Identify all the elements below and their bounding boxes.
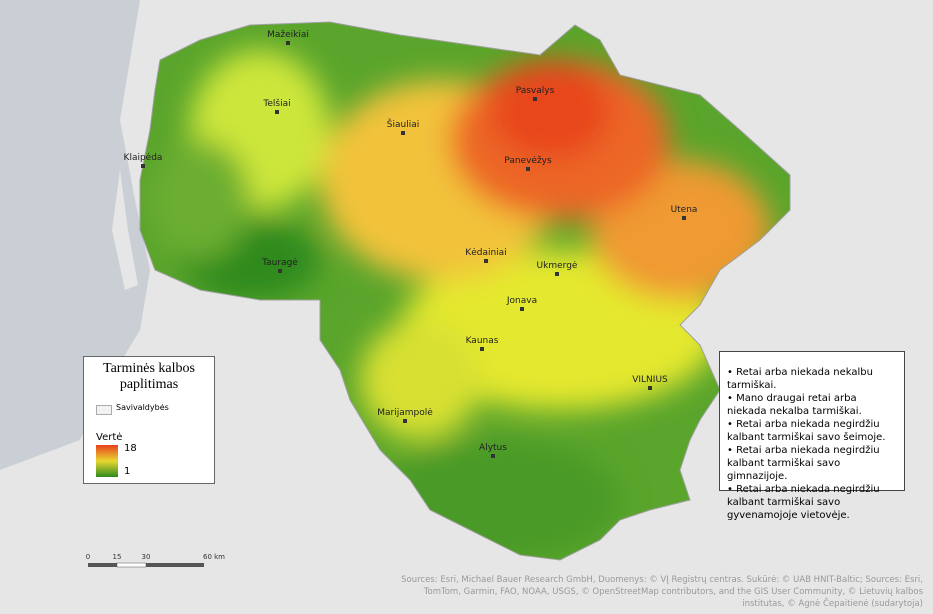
note: • Mano draugai retai arba niekada nekalb… <box>727 393 862 417</box>
city-dot <box>141 164 145 168</box>
city-dot <box>401 131 405 135</box>
city-label: Tauragė <box>261 258 298 268</box>
scale-label: 0 <box>86 553 90 561</box>
scale-label: 15 <box>113 553 122 561</box>
legend: Tarminės kalbos paplitimas Savivaldybės … <box>83 356 215 484</box>
city-label: Klaipėda <box>124 153 163 163</box>
scale-label: 30 <box>142 553 151 561</box>
city-label: VILNIUS <box>632 375 668 385</box>
boundary-swatch <box>96 405 112 415</box>
city-dot <box>403 419 407 423</box>
scale-label: 60 km <box>203 553 225 561</box>
city-label: Alytus <box>479 443 507 453</box>
city-dot <box>484 259 488 263</box>
note: • Retai arba niekada negirdžiu kalbant t… <box>727 419 886 443</box>
city-label: Pasvalys <box>516 86 555 96</box>
city-label: Kaunas <box>466 336 499 346</box>
value-ramp <box>96 445 118 477</box>
city-label: Jonava <box>506 296 537 306</box>
value-min: 1 <box>124 466 131 477</box>
city-dot <box>526 167 530 171</box>
value-title: Vertė <box>96 432 123 443</box>
city-label: Mažeikiai <box>267 30 309 40</box>
city-label: Telšiai <box>262 98 290 109</box>
spit <box>112 170 138 290</box>
city-dot <box>682 216 686 220</box>
cities: Mažeikiai Telšiai Šiauliai Pasvalys Panevėžy… <box>124 30 698 458</box>
legend-title: Tarminės kalbos paplitimas <box>103 361 195 392</box>
boundary-label: Savivaldybės <box>116 403 169 412</box>
sea <box>0 0 150 470</box>
city-dot <box>533 97 537 101</box>
city-dot <box>520 307 524 311</box>
city-label: Šiauliai <box>387 118 419 130</box>
city-dot <box>275 110 279 114</box>
scale-bar: 0 15 30 60 km <box>86 553 225 568</box>
value-max: 18 <box>124 443 137 454</box>
note: • Retai arba niekada nekalbu tarmiškai. <box>727 367 873 391</box>
city-dot <box>286 41 290 45</box>
city-label: Ukmergė <box>537 261 578 271</box>
city-label: Panevėžys <box>504 156 552 166</box>
city-label: Marijampolė <box>377 408 433 418</box>
city-dot <box>278 269 282 273</box>
note: • Retai arba niekada negirdžiu kalbant t… <box>727 484 880 521</box>
note: • Retai arba niekada negirdžiu kalbant t… <box>727 445 880 482</box>
city-dot <box>648 386 652 390</box>
city-dot <box>491 454 495 458</box>
city-label: Utena <box>671 205 698 215</box>
city-dot <box>480 347 484 351</box>
city-label: Kėdainiai <box>465 248 506 258</box>
choropleth <box>140 22 790 560</box>
city-dot <box>555 272 559 276</box>
notes: • Retai arba niekada nekalbu tarmiškai. •… <box>719 351 905 521</box>
sources: Sources: Esri, Michael Bauer Research Gm… <box>401 575 923 609</box>
